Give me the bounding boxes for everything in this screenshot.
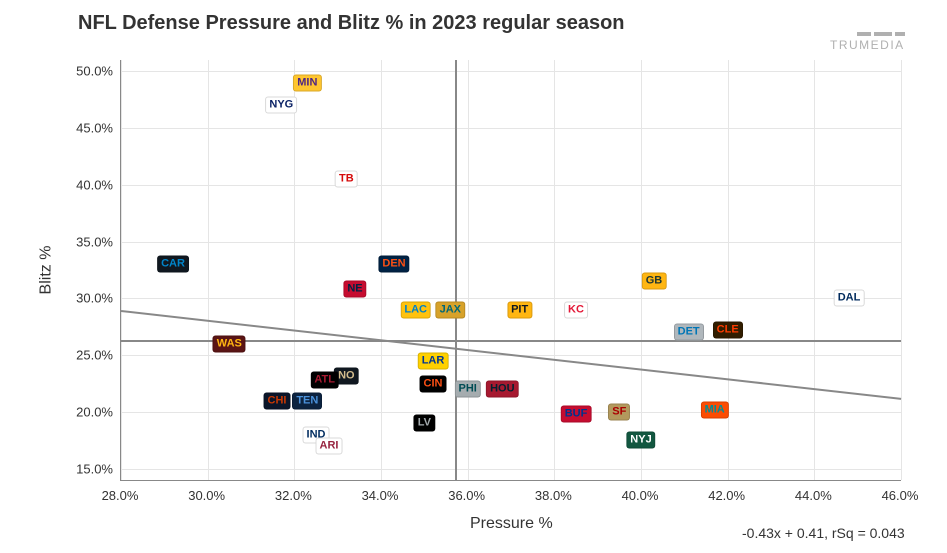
y-gridline [121, 185, 901, 186]
y-tick: 30.0% [65, 291, 113, 306]
x-gridline [554, 60, 555, 480]
chart-title: NFL Defense Pressure and Blitz % in 2023… [78, 12, 625, 35]
x-tick: 38.0% [535, 488, 572, 503]
x-tick: 32.0% [275, 488, 312, 503]
x-tick: 30.0% [188, 488, 225, 503]
team-marker-min[interactable]: MIN [293, 74, 321, 91]
brand-badge: TRUMEDIA [830, 32, 905, 52]
y-gridline [121, 242, 901, 243]
y-gridline [121, 469, 901, 470]
team-marker-det[interactable]: DET [674, 324, 704, 341]
team-marker-hou[interactable]: HOU [486, 381, 518, 398]
team-marker-kc[interactable]: KC [564, 301, 588, 318]
team-marker-nyg[interactable]: NYG [265, 97, 297, 114]
y-tick: 45.0% [65, 121, 113, 136]
x-mean-line [455, 60, 457, 480]
x-axis-label: Pressure % [470, 515, 553, 533]
team-marker-den[interactable]: DEN [378, 256, 409, 273]
brand-bars-icon [830, 32, 905, 36]
x-tick: 42.0% [708, 488, 745, 503]
team-marker-nyj[interactable]: NYJ [626, 432, 655, 449]
y-tick: 50.0% [65, 64, 113, 79]
x-tick: 28.0% [102, 488, 139, 503]
y-gridline [121, 71, 901, 72]
y-gridline [121, 128, 901, 129]
team-marker-sf[interactable]: SF [608, 403, 630, 420]
team-marker-mia[interactable]: MIA [701, 401, 729, 418]
x-gridline [208, 60, 209, 480]
team-marker-ari[interactable]: ARI [316, 437, 343, 454]
y-axis-label: Blitz % [37, 246, 55, 295]
regression-equation: -0.43x + 0.41, rSq = 0.043 [742, 525, 905, 541]
x-tick: 46.0% [882, 488, 919, 503]
y-tick: 35.0% [65, 234, 113, 249]
team-marker-gb[interactable]: GB [642, 273, 667, 290]
y-tick: 25.0% [65, 348, 113, 363]
team-marker-lar[interactable]: LAR [418, 352, 449, 369]
team-marker-phi[interactable]: PHI [454, 381, 480, 398]
brand-text: TRUMEDIA [830, 38, 905, 52]
team-marker-pit[interactable]: PIT [507, 301, 532, 318]
scatter-plot: MIN NYG TB CAR DEN GB NE DAL LAC JAX PIT KC CLE DET WA… [120, 60, 901, 481]
team-marker-was[interactable]: WAS [213, 335, 246, 352]
team-marker-car[interactable]: CAR [157, 256, 189, 273]
team-marker-lac[interactable]: LAC [400, 301, 431, 318]
team-marker-chi[interactable]: CHI [264, 392, 291, 409]
y-gridline [121, 298, 901, 299]
x-gridline [901, 60, 902, 480]
y-tick: 20.0% [65, 404, 113, 419]
x-tick: 44.0% [795, 488, 832, 503]
team-marker-cin[interactable]: CIN [420, 375, 447, 392]
team-marker-tb[interactable]: TB [335, 171, 358, 188]
team-marker-cle[interactable]: CLE [713, 322, 743, 339]
team-marker-ne[interactable]: NE [343, 281, 366, 298]
team-marker-ten[interactable]: TEN [292, 392, 322, 409]
x-gridline [641, 60, 642, 480]
x-gridline [814, 60, 815, 480]
x-tick: 36.0% [448, 488, 485, 503]
y-gridline [121, 412, 901, 413]
team-marker-dal[interactable]: DAL [834, 290, 865, 307]
x-tick: 34.0% [362, 488, 399, 503]
x-gridline [121, 60, 122, 480]
team-marker-buf[interactable]: BUF [561, 406, 592, 423]
x-gridline [468, 60, 469, 480]
team-marker-jax[interactable]: JAX [436, 301, 465, 318]
y-tick: 40.0% [65, 177, 113, 192]
y-tick: 15.0% [65, 461, 113, 476]
team-marker-lv[interactable]: LV [414, 415, 435, 432]
x-tick: 40.0% [622, 488, 659, 503]
x-gridline [294, 60, 295, 480]
team-marker-atl[interactable]: ATL [310, 372, 339, 389]
